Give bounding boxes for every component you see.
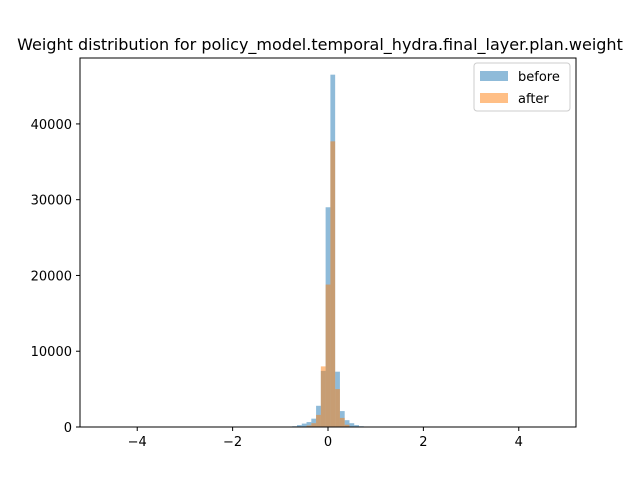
x-tick-label: −4	[128, 435, 147, 450]
y-tick-label: 40000	[31, 118, 72, 133]
x-tick-label: −2	[223, 435, 242, 450]
bar-before-3	[306, 422, 312, 427]
legend-label-after: after	[518, 92, 549, 107]
bars-layer	[292, 74, 364, 427]
legend-swatch-after	[480, 93, 508, 103]
series-after	[306, 141, 350, 427]
legend-swatch-before	[480, 71, 508, 81]
bar-after-0	[306, 425, 312, 427]
bar-before-1	[297, 425, 302, 427]
y-tick-label: 30000	[31, 194, 72, 209]
legend-label-before: before	[518, 70, 560, 85]
axes-layer: −4 −2 0 2 4 0 10000 20000 30000 40000	[31, 57, 577, 450]
x-tick-label: 4	[515, 435, 523, 450]
legend: before after	[473, 62, 571, 112]
x-tick-label: 2	[419, 435, 427, 450]
bar-after-8	[344, 424, 350, 427]
bar-after-1	[311, 423, 317, 427]
bar-after-4	[325, 284, 331, 427]
y-tick-label: 20000	[31, 269, 72, 284]
bar-before-12	[349, 423, 355, 427]
bar-before-11	[344, 420, 350, 427]
bar-after-5	[330, 141, 336, 427]
y-tick-label: 10000	[31, 345, 72, 360]
x-tick-label: 0	[324, 435, 332, 450]
chart-title: Weight distribution for policy_model.tem…	[17, 35, 623, 55]
bar-after-2	[316, 414, 321, 427]
bar-after-6	[335, 389, 340, 427]
bar-after-3	[320, 366, 326, 427]
bar-before-13	[354, 425, 359, 427]
y-tick-label: 0	[64, 421, 72, 436]
bar-before-2	[301, 423, 307, 427]
bar-after-7	[339, 417, 345, 427]
bar-before-4	[311, 418, 317, 427]
